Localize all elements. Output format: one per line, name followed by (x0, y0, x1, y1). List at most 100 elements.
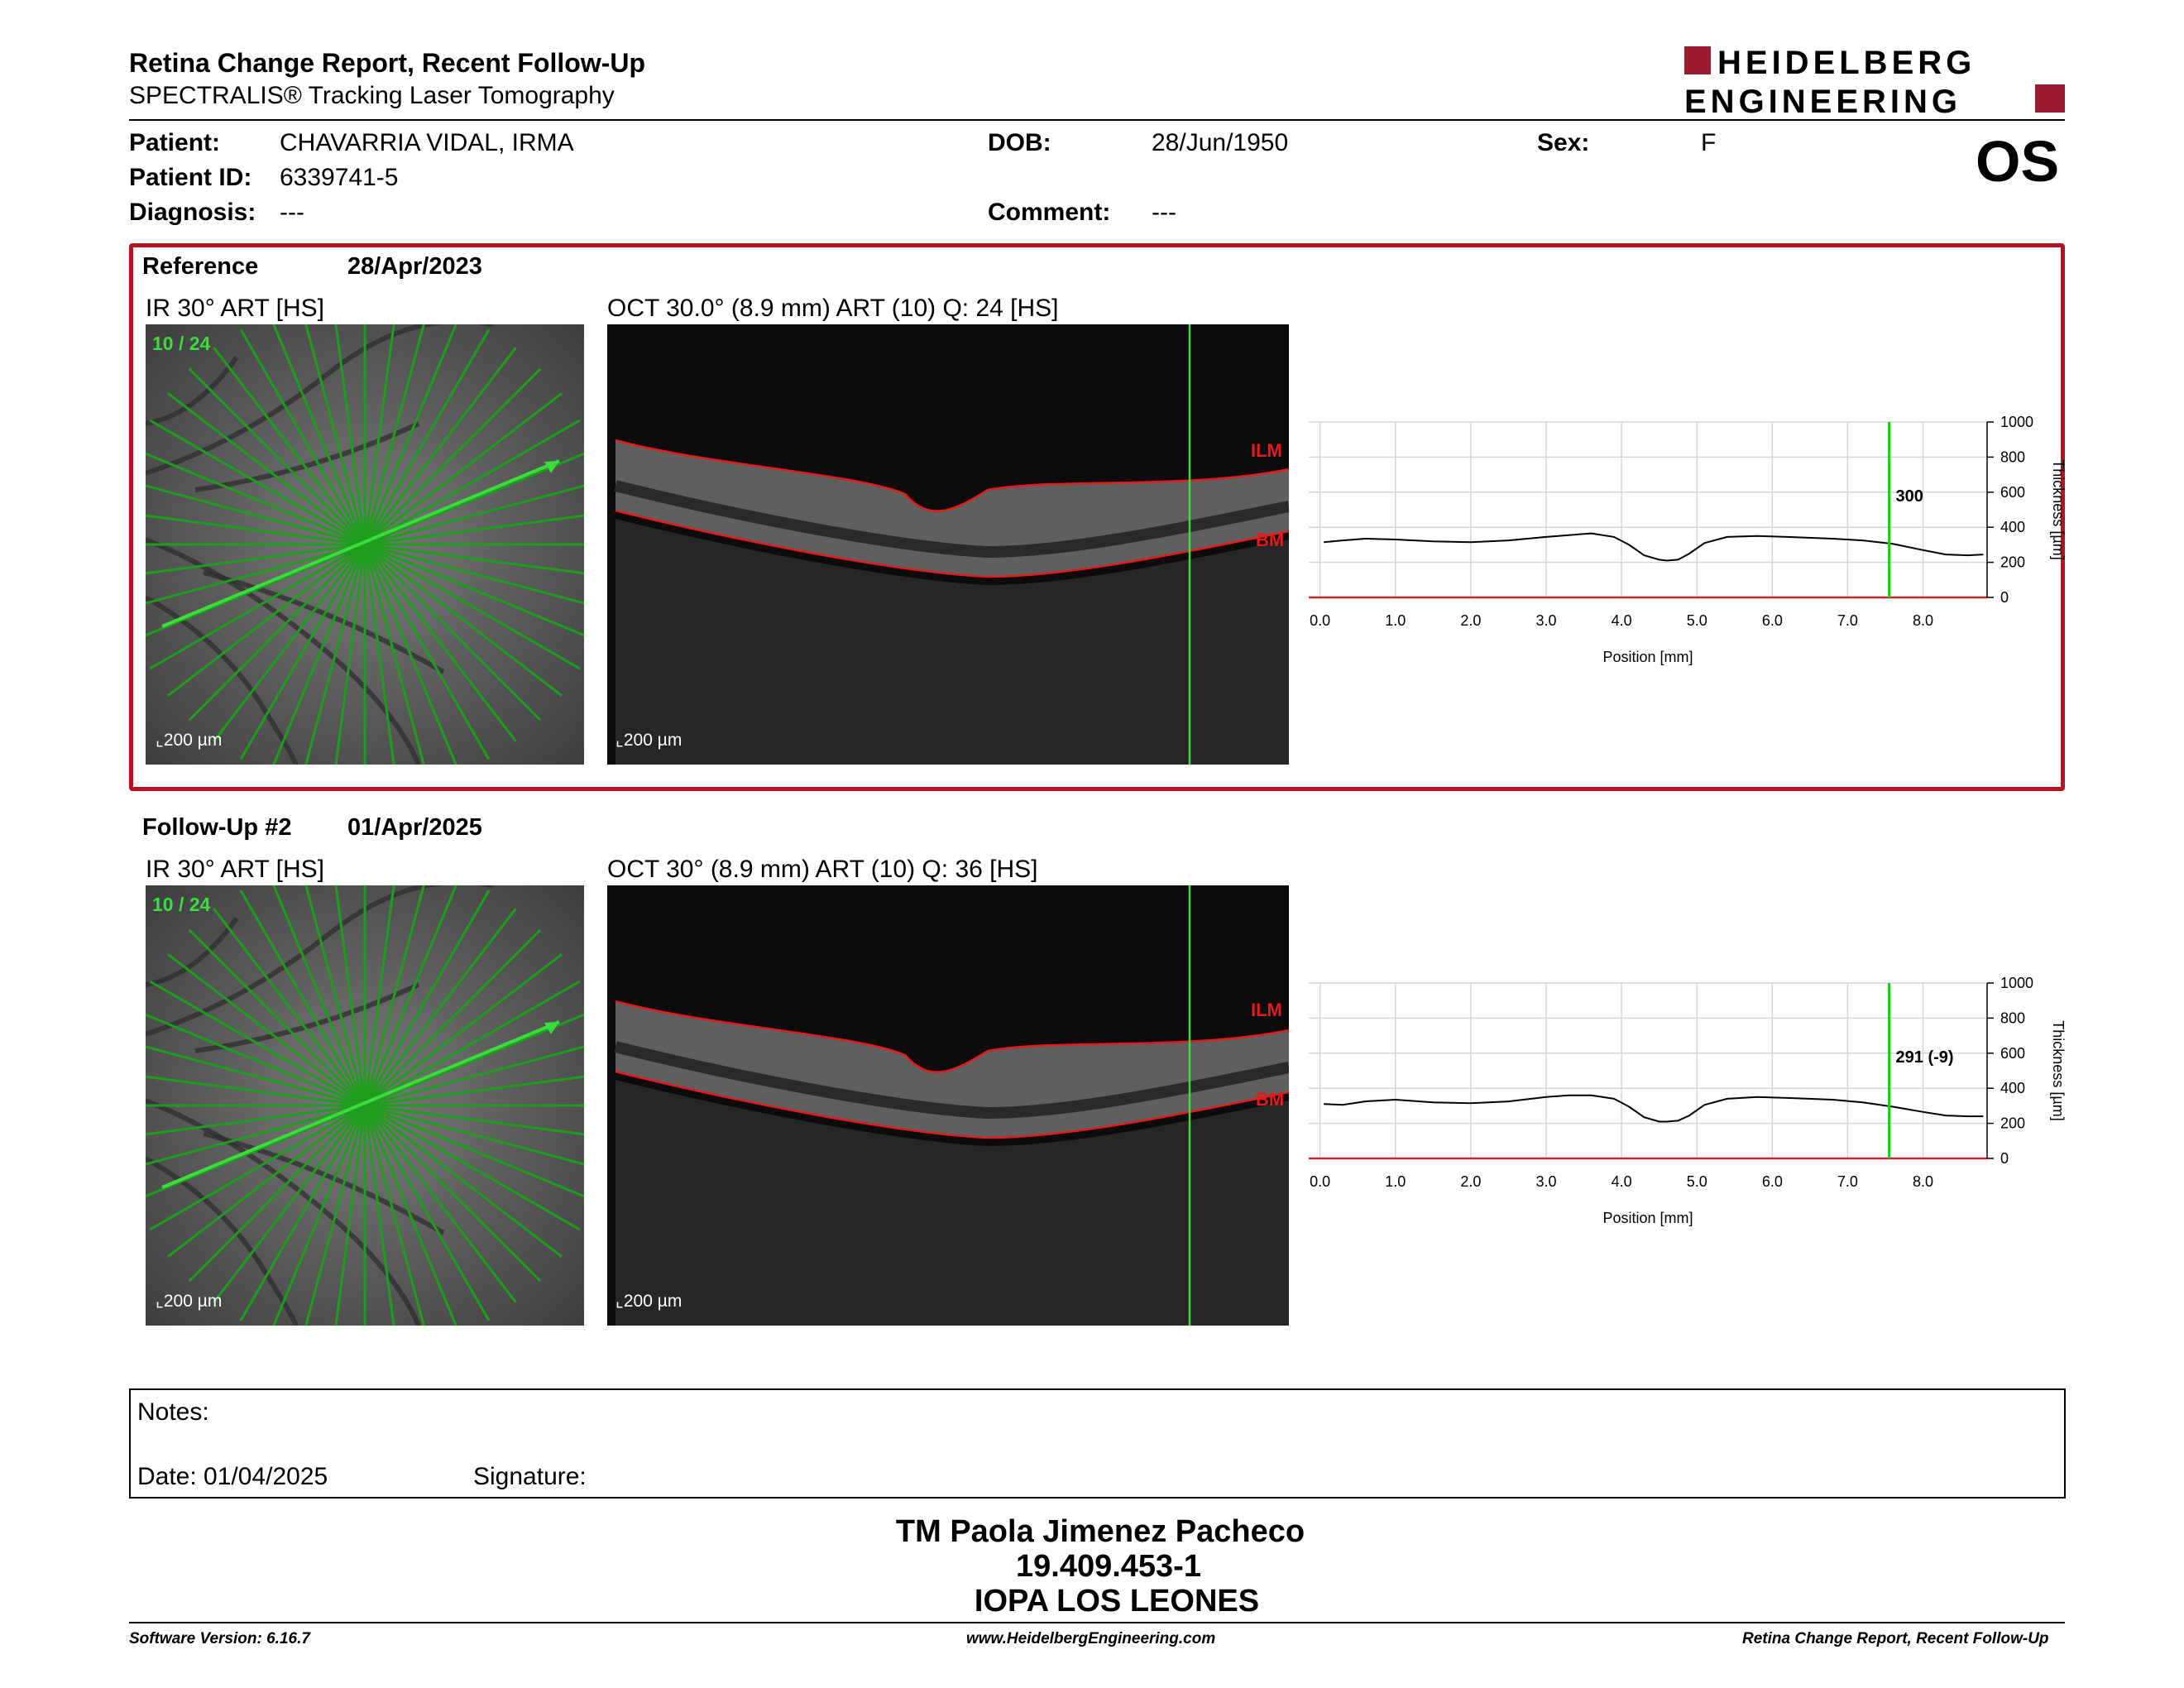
cursor-value-label: 291 (-9) (1896, 1048, 1954, 1067)
reference-frame (129, 243, 2065, 791)
followup-thickness-chart[interactable]: 0.0 1.0 2.0 3.0 4.0 5.0 6.0 7.0 8.0 0 200 400 600 800… (1299, 971, 2076, 1240)
reference-date: 28/Apr/2023 (347, 253, 482, 280)
x-tick-label: 5.0 (1687, 612, 1707, 629)
x-tick-label: 3.0 (1535, 612, 1556, 629)
reference-ir-title: IR 30° ART [HS] (146, 295, 324, 322)
radial-scan-line (146, 1075, 584, 1136)
scale-label: 200 µm (623, 731, 682, 750)
scale-label: 200 µm (163, 1292, 223, 1311)
website-link[interactable]: www.HeidelbergEngineering.com (966, 1630, 1216, 1647)
scale-label: 200 µm (623, 1292, 682, 1311)
diagnosis-label: Diagnosis: (129, 199, 256, 226)
x-tick-label: 2.0 (1460, 1173, 1481, 1190)
active-scan-line (161, 459, 560, 628)
scan-direction-arrow (544, 461, 559, 473)
reference-oct-bscan-image[interactable]: ILM BM ⌞200 µm (607, 324, 1289, 765)
header-divider (129, 119, 2065, 121)
x-tick-label: 4.0 (1612, 1173, 1632, 1190)
reference-thickness-chart[interactable]: 0.0 1.0 2.0 3.0 4.0 5.0 6.0 7.0 8.0 0 200 400 600 800… (1299, 410, 2076, 679)
y-tick-label: 400 (2000, 519, 2025, 535)
bm-label: BM (1256, 1089, 1285, 1110)
diagnosis-value: --- (280, 199, 304, 226)
reference-label: Reference (142, 253, 259, 280)
notes-date: Date: 01/04/2025 (137, 1463, 328, 1490)
scale-bar: ⌞200 µm (615, 1292, 682, 1311)
notes-label: Notes: (137, 1398, 209, 1426)
followup-ir-fundus-image[interactable]: 10 / 24 ⌞200 µm (146, 885, 584, 1326)
svg-text:HEIDELBERG: HEIDELBERG (1717, 45, 1976, 81)
x-tick-label: 7.0 (1837, 1173, 1858, 1190)
y-tick-label: 200 (2000, 1115, 2025, 1132)
y-tick-label: 0 (2000, 589, 2009, 606)
x-tick-label: 3.0 (1535, 1173, 1556, 1190)
followup-label: Follow-Up #2 (142, 814, 292, 841)
y-tick-label: 800 (2000, 448, 2025, 465)
heidelberg-logo: HEIDELBERG ENGINEERING (1684, 45, 2067, 120)
x-tick-label: 1.0 (1385, 612, 1406, 629)
reference-ir-fundus-image[interactable]: 10 / 24 ⌞200 µm (146, 324, 584, 765)
nuclear-layer (614, 1041, 1289, 1120)
comment-label: Comment: (988, 199, 1111, 226)
scale-bar: ⌞200 µm (615, 731, 682, 750)
y-tick-label: 400 (2000, 1080, 2025, 1096)
scale-label: 200 µm (163, 731, 223, 750)
ilm-boundary (615, 439, 1289, 512)
sex-label: Sex: (1537, 129, 1590, 156)
followup-oct-bscan-image[interactable]: ILM BM ⌞200 µm (607, 885, 1289, 1326)
scale-bar: ⌞200 µm (156, 731, 223, 750)
y-tick-label: 800 (2000, 1009, 2025, 1026)
y-tick-label: 600 (2000, 484, 2025, 501)
patient-id-label: Patient ID: (129, 164, 252, 191)
x-tick-label: 8.0 (1913, 1173, 1933, 1190)
x-tick-label: 1.0 (1385, 1173, 1406, 1190)
y-tick-label: 200 (2000, 554, 2025, 571)
scan-counter: 10 / 24 (152, 894, 211, 915)
radial-scan-line (146, 514, 584, 575)
reference-oct-title: OCT 30.0° (8.9 mm) ART (10) Q: 24 [HS] (607, 295, 1059, 322)
sex-value: F (1701, 129, 1717, 156)
followup-oct-title: OCT 30° (8.9 mm) ART (10) Q: 36 [HS] (607, 856, 1038, 883)
scan-counter: 10 / 24 (152, 333, 211, 354)
patient-id: 6339741-5 (280, 164, 399, 191)
dob-value: 28/Jun/1950 (1152, 129, 1289, 156)
y-axis-label: Thickness [µm] (2050, 1020, 2067, 1120)
dob-label: DOB: (988, 129, 1051, 156)
notes-box[interactable]: Notes: Date: 01/04/2025 Signature: (129, 1388, 2066, 1499)
signature-label: Signature: (473, 1463, 587, 1490)
report-title: Retina Change Report, Recent Follow-Up (129, 48, 646, 78)
x-tick-label: 4.0 (1612, 612, 1632, 629)
y-tick-label: 0 (2000, 1150, 2009, 1167)
followup-ir-title: IR 30° ART [HS] (146, 856, 324, 883)
bm-boundary (615, 509, 1289, 578)
x-tick-label: 2.0 (1460, 612, 1481, 629)
operator-institution: IOPA LOS LEONES (974, 1584, 1260, 1618)
y-axis-label: Thickness [µm] (2050, 459, 2067, 559)
x-tick-label: 7.0 (1837, 612, 1858, 629)
svg-text:ENGINEERING: ENGINEERING (1684, 84, 1961, 117)
retinal-vessel (146, 917, 239, 987)
report-name-footer: Retina Change Report, Recent Follow-Up (1742, 1630, 2049, 1647)
ilm-label: ILM (1251, 1000, 1282, 1020)
x-axis-label: Position [mm] (1602, 649, 1693, 665)
eye-indicator: OS (1976, 129, 2060, 194)
x-tick-label: 5.0 (1687, 1173, 1707, 1190)
x-axis-label: Position [mm] (1602, 1210, 1693, 1226)
bm-boundary (615, 1070, 1289, 1139)
report-subtitle: SPECTRALIS® Tracking Laser Tomography (129, 82, 615, 109)
scale-bar: ⌞200 µm (156, 1292, 223, 1311)
operator-name: TM Paola Jimenez Pacheco (895, 1514, 1305, 1549)
y-tick-label: 600 (2000, 1045, 2025, 1062)
software-version: Software Version: 6.16.7 (129, 1630, 310, 1647)
x-tick-label: 0.0 (1310, 1173, 1330, 1190)
x-tick-label: 6.0 (1762, 1173, 1783, 1190)
ilm-boundary (615, 1000, 1289, 1073)
operator-id: 19.409.453-1 (1016, 1549, 1201, 1584)
followup-date: 01/Apr/2025 (347, 814, 482, 841)
comment-value: --- (1152, 199, 1176, 226)
y-tick-label: 1000 (2000, 414, 2033, 430)
active-scan-line (161, 1020, 560, 1189)
retinal-vessel (146, 356, 239, 426)
choroid (615, 1080, 1289, 1326)
x-tick-label: 0.0 (1310, 612, 1330, 629)
x-tick-label: 8.0 (1913, 612, 1933, 629)
